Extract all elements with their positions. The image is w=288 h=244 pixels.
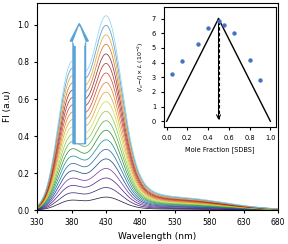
FancyArrow shape [76, 40, 83, 142]
FancyArrow shape [70, 23, 88, 144]
Y-axis label: FI (a.u): FI (a.u) [3, 91, 12, 122]
X-axis label: Wavelength (nm): Wavelength (nm) [118, 232, 197, 241]
FancyArrow shape [73, 27, 85, 45]
